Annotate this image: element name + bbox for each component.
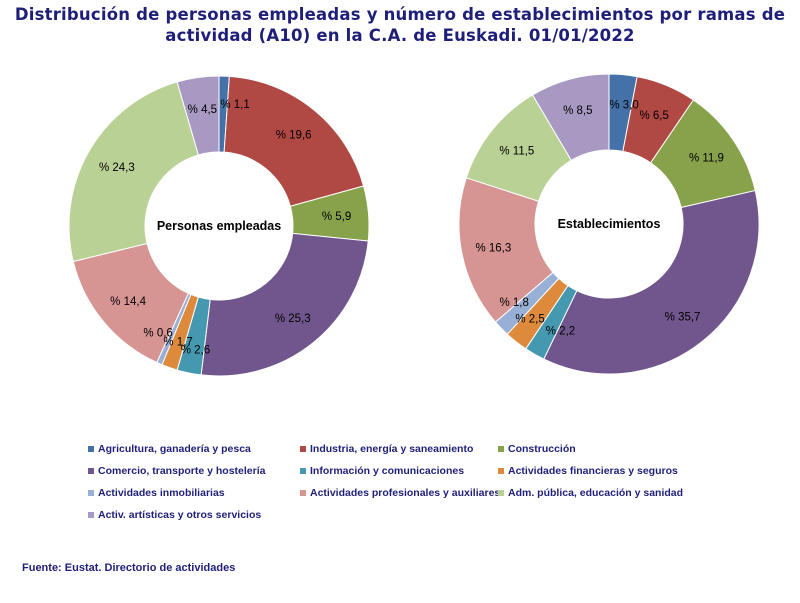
data-label: % 19,6 — [276, 130, 312, 142]
slice-activ-artisticas-y-otros-servicios — [176, 75, 220, 156]
slice-adm-publica-educacion-y-sanidad — [68, 81, 199, 263]
legend-swatch — [498, 468, 504, 474]
legend-item-agricultura-ganaderia-y-pesca: Agricultura, ganadería y pesca — [88, 443, 251, 455]
legend-swatch — [88, 512, 94, 518]
chart-title-line-1: Distribución de personas empleadas y núm… — [14, 5, 786, 24]
source-note: Fuente: Eustat. Directorio de actividade… — [22, 562, 236, 574]
legend-swatch — [88, 490, 94, 496]
legend-item-actividades-profesionales-y-auxiliares: Actividades profesionales y auxiliares — [300, 487, 500, 499]
legend-swatch — [300, 446, 306, 452]
legend-swatch — [498, 446, 504, 452]
legend-item-informacion-y-comunicaciones: Información y comunicaciones — [300, 465, 464, 477]
legend-label: Construcción — [508, 443, 576, 455]
legend-label: Actividades inmobiliarias — [98, 487, 225, 499]
legend-label: Actividades financieras y seguros — [508, 465, 678, 477]
data-label: % 4,5 — [188, 104, 217, 116]
donut-establecimientos: % 3,0% 6,5 % 11,9 % 35,7 % 2,2% 2,5 % 1,8 % 1… — [458, 73, 760, 375]
data-label: % 14,4 — [110, 296, 146, 308]
legend-label: Industria, energía y saneamiento — [310, 443, 474, 455]
data-label: % 11,5 — [499, 145, 534, 157]
legend-label: Activ. artísticas y otros servicios — [98, 509, 262, 521]
legend-swatch — [88, 446, 94, 452]
data-label: % 0,6 — [143, 327, 172, 339]
legend-swatch — [498, 490, 504, 496]
legend-swatch — [300, 490, 306, 496]
legend-item-activ-artisticas-y-otros-servicios: Activ. artísticas y otros servicios — [88, 509, 261, 521]
donut-charts: % 1,1 % 19,6 % 5,9 % 25,3 % 2,6% 1,7% 0,6 % 1… — [68, 73, 760, 377]
legend-item-comercio-transporte-y-hosteleria: Comercio, transporte y hostelería — [88, 465, 265, 477]
data-label: % 16,3 — [475, 242, 511, 254]
data-label: % 1,1 — [220, 99, 249, 111]
slice-comercio-transporte-y-hosteleria — [543, 189, 760, 375]
legend-item-adm-publica-educacion-y-sanidad: Adm. pública, educación y sanidad — [498, 487, 683, 499]
legend-label: Información y comunicaciones — [310, 465, 465, 477]
chart-title: Distribución de personas empleadas y núm… — [0, 4, 800, 46]
legend-item-industria-energia-y-saneamiento: Industria, energía y saneamiento — [300, 443, 473, 455]
data-label: % 3,0 — [609, 100, 638, 112]
legend-label: Comercio, transporte y hostelería — [98, 465, 266, 477]
data-label: % 5,9 — [322, 211, 351, 223]
legend-swatch — [300, 468, 306, 474]
data-label: % 25,3 — [275, 313, 311, 325]
legend-item-actividades-inmobiliarias: Actividades inmobiliarias — [88, 487, 225, 499]
legend-item-construccion: Construcción — [498, 443, 576, 455]
data-label: % 35,7 — [665, 311, 701, 323]
legend-label: Adm. pública, educación y sanidad — [508, 487, 684, 499]
slice-industria-energia-y-saneamiento — [223, 75, 365, 207]
data-label: % 24,3 — [99, 162, 135, 174]
data-label: % 8,5 — [563, 105, 592, 117]
data-label: % 2,6 — [181, 345, 210, 357]
donut-personas-empleadas: % 1,1 % 19,6 % 5,9 % 25,3 % 2,6% 1,7% 0,6 % 1… — [68, 75, 370, 377]
data-label: % 1,7 — [163, 336, 192, 348]
legend-label: Agricultura, ganadería y pesca — [98, 443, 251, 455]
legend-swatch — [88, 468, 94, 474]
donut-center-label: Personas empleadas — [157, 219, 281, 233]
donut-center-label: Establecimientos — [558, 217, 661, 231]
slice-actividades-profesionales-y-auxiliares — [458, 177, 554, 323]
legend-item-actividades-financieras-y-seguros: Actividades financieras y seguros — [498, 465, 678, 477]
data-label: % 2,2 — [546, 325, 575, 337]
slice-activ-artisticas-y-otros-servicios — [531, 73, 610, 162]
legend-label: Actividades profesionales y auxiliares — [310, 487, 501, 499]
data-label: % 1,8 — [499, 297, 528, 309]
data-label: % 6,5 — [639, 110, 668, 122]
data-label: % 2,5 — [515, 314, 544, 326]
chart-title-line-2: actividad (A10) en la C.A. de Euskadi. 0… — [165, 26, 635, 45]
data-label: % 11,9 — [689, 152, 724, 164]
slice-comercio-transporte-y-hosteleria — [200, 232, 369, 377]
